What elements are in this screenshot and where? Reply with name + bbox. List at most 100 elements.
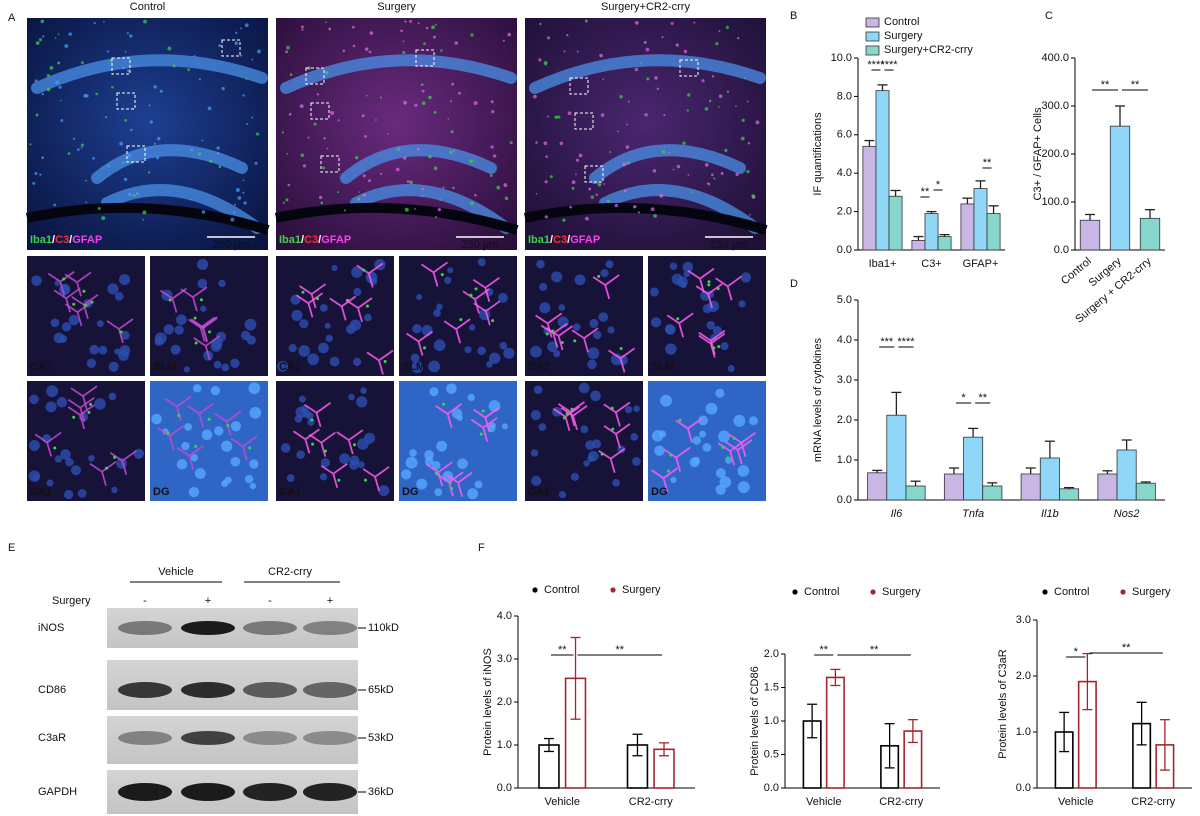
stain-part: /: [318, 234, 321, 246]
nucleus: [356, 396, 368, 408]
nucleus: [727, 364, 735, 373]
cell-signal: [687, 174, 690, 176]
cell-signal: [578, 153, 583, 158]
panel-label: B: [790, 10, 797, 22]
cell-signal: [404, 207, 409, 212]
cell-signal: [300, 25, 304, 29]
blot-band: [118, 621, 172, 635]
nucleus: [299, 319, 309, 329]
nucleus: [108, 392, 117, 401]
protein-label: C3aR: [38, 732, 66, 744]
cell-signal: [509, 141, 513, 145]
nucleus: [457, 458, 468, 470]
roi-box: [574, 112, 594, 130]
cell-signal: [576, 50, 579, 53]
nucleus: [298, 345, 311, 357]
panel-label: A: [8, 12, 16, 24]
nucleus: [670, 476, 677, 484]
bar: [1020, 473, 1041, 501]
nucleus: [580, 425, 589, 434]
blot-band: [118, 783, 172, 801]
microglia: [491, 319, 495, 323]
cell-signal: [715, 42, 719, 46]
nucleus: [589, 318, 599, 329]
cell-signal: [720, 172, 724, 175]
cell-signal: [735, 105, 737, 108]
nucleus: [433, 339, 446, 352]
nucleus: [477, 258, 486, 267]
cell-signal: [402, 40, 405, 42]
cell-signal: [675, 43, 679, 47]
nucleus: [331, 264, 338, 272]
cell-signal: [403, 156, 407, 160]
cell-signal: [609, 150, 612, 153]
cell-signal: [606, 199, 610, 203]
cell-signal: [682, 141, 686, 145]
cell-signal: [535, 141, 538, 144]
cell-signal: [458, 91, 462, 95]
bar: [888, 195, 903, 251]
nucleus: [489, 352, 501, 364]
y-tick-label: 1.0: [1016, 726, 1031, 738]
cell-signal: [708, 99, 712, 103]
cell-signal: [421, 194, 424, 197]
x-tick-label: Il1b: [1041, 508, 1059, 520]
cell-signal: [423, 42, 426, 46]
cell-signal: [567, 111, 572, 116]
bar: [960, 203, 975, 251]
cell-signal: [504, 196, 509, 201]
cell-signal: [35, 113, 39, 117]
nucleus: [53, 332, 65, 344]
nucleus: [174, 325, 184, 335]
microglia: [560, 340, 564, 344]
nucleus: [133, 448, 144, 459]
nucleus: [503, 347, 515, 359]
blot-band: [243, 783, 297, 801]
roi-box: [310, 102, 330, 120]
roi-box: [221, 39, 241, 57]
protein-label: iNOS: [38, 622, 64, 634]
legend-swatch: [865, 17, 880, 28]
astrocyte: [299, 283, 327, 309]
cell-signal: [104, 116, 108, 119]
bar: [963, 436, 984, 501]
microglia: [352, 443, 356, 447]
microglia: [315, 297, 319, 301]
cell-signal: [326, 147, 329, 150]
nucleus: [433, 309, 441, 318]
astrocyte: [292, 428, 320, 454]
nucleus: [280, 443, 291, 453]
size-label: 110kD: [368, 622, 399, 634]
legend-marker: [532, 587, 538, 593]
cell-signal: [198, 152, 202, 156]
cell-signal: [654, 76, 658, 80]
cell-signal: [747, 142, 751, 145]
nucleus: [600, 268, 609, 278]
cell-signal: [622, 162, 627, 167]
microglia: [450, 487, 454, 491]
nucleus: [533, 385, 543, 394]
cell-signal: [126, 68, 131, 73]
cell-signal: [60, 119, 64, 122]
nucleus: [424, 450, 434, 460]
nucleus: [434, 488, 443, 497]
microglia: [707, 283, 711, 287]
cell-signal: [686, 109, 689, 112]
nucleus: [318, 342, 329, 354]
cell-signal: [676, 164, 681, 169]
cell-signal: [251, 116, 254, 119]
microglia: [53, 446, 57, 450]
nucleus: [578, 382, 590, 394]
roi-box: [126, 145, 146, 163]
astrocyte: [472, 276, 500, 302]
nucleus: [86, 358, 97, 369]
nucleus: [230, 421, 242, 432]
legend-label: Surgery: [622, 584, 661, 596]
nucleus: [683, 270, 691, 278]
astrocyte: [157, 425, 185, 451]
cell-signal: [83, 93, 88, 98]
x-tick-label: CR2-crry: [879, 796, 923, 808]
cell-signal: [602, 78, 605, 80]
region-label: CA2: [279, 361, 301, 373]
legend-label: Surgery: [884, 30, 923, 42]
